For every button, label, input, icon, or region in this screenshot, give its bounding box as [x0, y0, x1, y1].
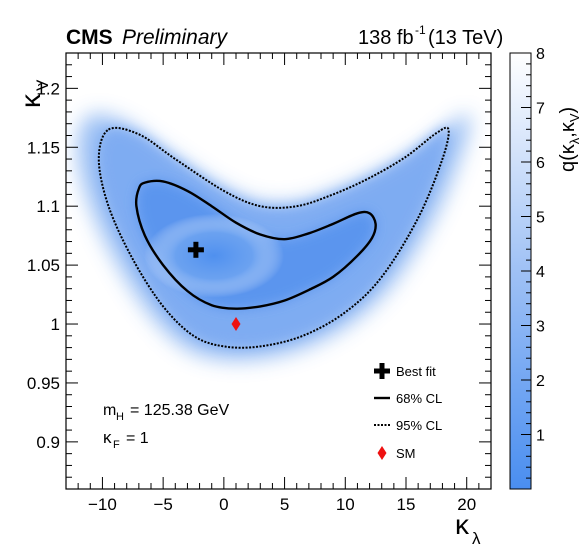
mh-value: = 125.38 GeV: [130, 402, 230, 419]
z-tick-label: 1: [536, 428, 545, 445]
y-tick-label: 1.1: [36, 197, 60, 216]
y-axis-ticks: 0.9 0.95 1 1.05 1.1 1.15 1.2: [27, 52, 491, 490]
colorbar-title-end: ): [557, 107, 579, 114]
plot-frame: [65, 52, 492, 490]
lumi-energy: (13 TeV): [428, 27, 503, 49]
legend-68cl-label: 68% CL: [396, 391, 442, 406]
x-tick-label: −10: [88, 495, 117, 514]
x-tick-label: 0: [219, 495, 228, 514]
y-tick-label: 1.2: [36, 79, 60, 98]
mh-symbol: m: [103, 402, 116, 419]
kf-annotation: κ F = 1: [103, 428, 149, 451]
legend-sm-label: SM: [396, 446, 416, 461]
x-tick-label: −5: [153, 495, 172, 514]
x-tick-label: 15: [397, 495, 416, 514]
legend-95cl-label: 95% CL: [396, 418, 442, 433]
mh-annotation: m H = 125.38 GeV: [103, 402, 230, 423]
luminosity-label: 138 fb -1 (13 TeV): [358, 23, 503, 49]
y-tick-label: 1.05: [27, 256, 60, 275]
colorbar-title-sub1: λ: [567, 137, 580, 144]
x-tick-label: 20: [457, 495, 476, 514]
y-axis-symbol: κ: [15, 93, 46, 108]
colorbar-title-main: q(κ: [557, 143, 579, 172]
colorbar-title-mid: ,κ: [557, 121, 579, 138]
kf-value: = 1: [126, 430, 149, 447]
mh-subscript: H: [116, 411, 124, 423]
sm-marker: [231, 317, 241, 331]
likelihood-core: [144, 213, 285, 298]
x-tick-label: 10: [336, 495, 355, 514]
z-tick-label: 8: [536, 46, 545, 63]
legend-best-fit-icon: [374, 363, 390, 379]
cms-label: CMS: [66, 26, 113, 49]
z-tick-label: 2: [536, 373, 545, 390]
kf-subscript: F: [113, 439, 120, 451]
contour-68cl: [134, 179, 377, 310]
lumi-exponent: -1: [415, 23, 426, 37]
z-tick-label: 6: [536, 155, 545, 172]
y-tick-label: 0.9: [36, 433, 60, 452]
z-tick-label: 7: [536, 101, 545, 118]
y-tick-label: 0.95: [27, 374, 60, 393]
kf-symbol: κ: [103, 428, 112, 447]
y-tick-label: 1.15: [27, 138, 60, 157]
colorbar-title: q(κλ,κV): [557, 107, 580, 172]
z-tick-label: 5: [536, 210, 545, 227]
preliminary-label: Preliminary: [122, 26, 229, 49]
y-axis-subscript: V: [33, 79, 52, 91]
legend-best-fit-label: Best fit: [396, 364, 436, 379]
x-axis-subscript: λ: [472, 529, 481, 548]
y-tick-label: 1: [51, 315, 60, 334]
x-axis-title: κ λ: [455, 509, 481, 548]
z-tick-label: 3: [536, 319, 545, 336]
colorbar-title-sub2: V: [567, 113, 580, 122]
svg-text:q(κλ,κV): q(κλ,κV): [557, 107, 580, 172]
y-axis-title: κ V: [15, 79, 52, 108]
x-axis-symbol: κ: [455, 509, 470, 540]
legend: Best fit 68% CL 95% CL SM: [374, 363, 442, 461]
x-tick-label: 5: [280, 495, 289, 514]
contour-95cl: [97, 126, 450, 349]
legend-sm-icon: [377, 446, 387, 460]
x-axis-ticks: −10 −5 0 5 10 15 20: [65, 53, 492, 514]
lumi-value: 138 fb: [358, 27, 414, 49]
colorbar-ticks: 1 2 3 4 5 6 7 8: [521, 46, 545, 490]
best-fit-marker: [187, 241, 204, 258]
z-tick-label: 4: [536, 264, 545, 281]
